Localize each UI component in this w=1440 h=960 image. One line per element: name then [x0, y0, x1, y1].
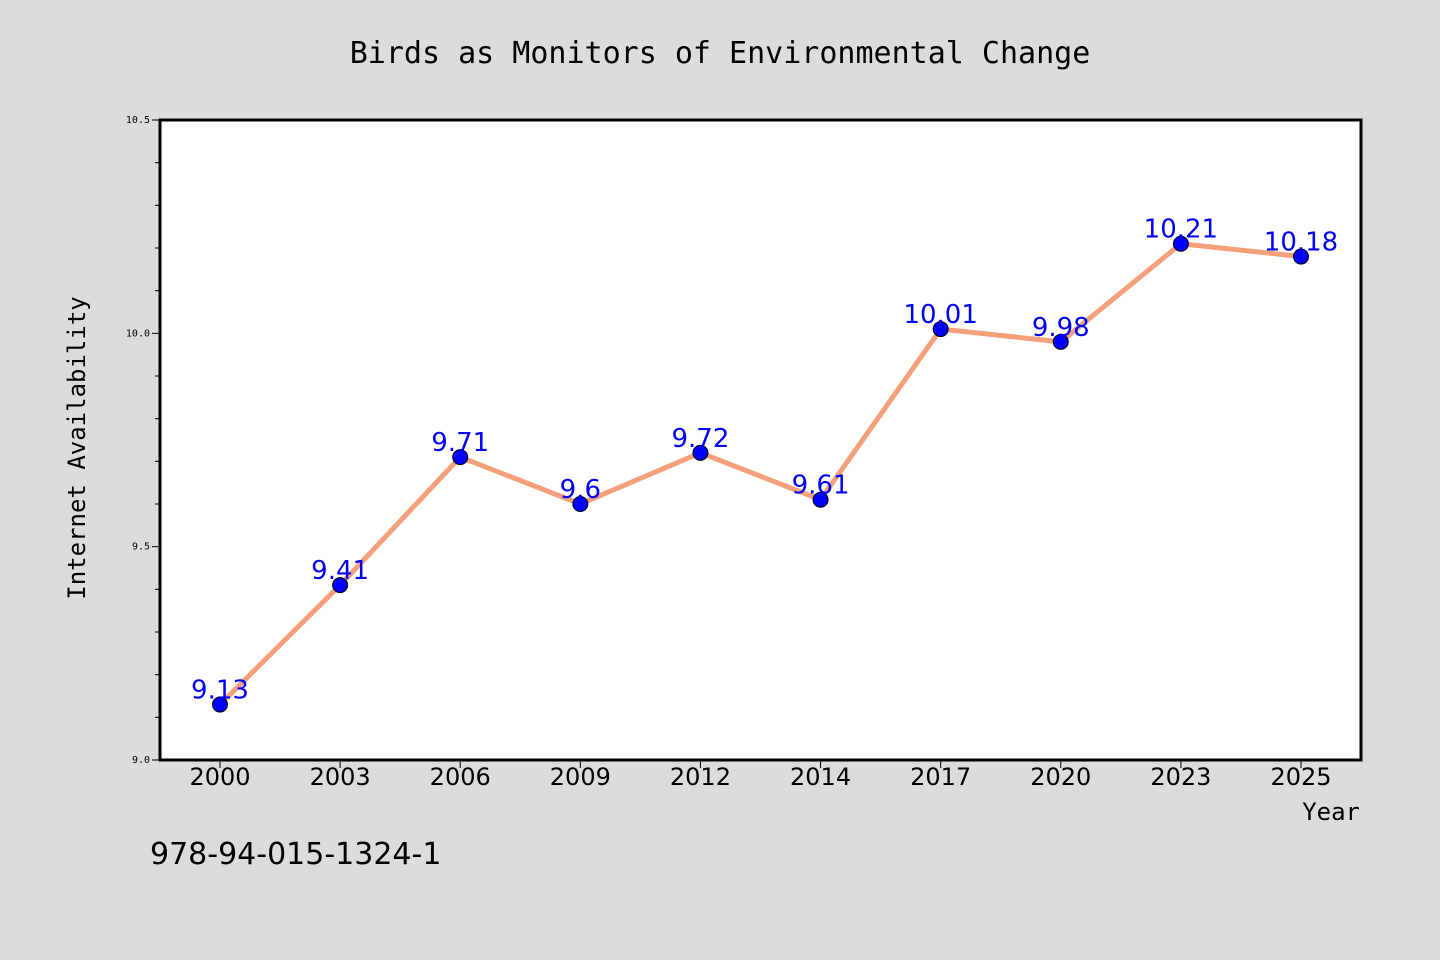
data-label: 10.21: [1144, 215, 1218, 245]
data-label: 9.13: [191, 676, 249, 706]
x-axis-label: Year: [1302, 798, 1360, 826]
plot-area: [158, 118, 1363, 762]
data-point: [452, 449, 469, 466]
x-tick-label: 2017: [910, 763, 971, 791]
data-label: 10.01: [903, 300, 977, 330]
y-tick-label: 10.5: [126, 115, 150, 126]
data-point: [332, 577, 349, 594]
series-markers: [212, 235, 1309, 713]
data-label: 9.61: [792, 471, 850, 501]
series-line: [218, 241, 1302, 707]
data-label: 10.18: [1264, 228, 1338, 258]
data-label: 9.72: [671, 424, 729, 454]
x-tick-label: 2023: [1150, 763, 1211, 791]
chart-title: Birds as Monitors of Environmental Chang…: [350, 36, 1091, 71]
data-point: [212, 696, 228, 713]
data-label: 9.71: [431, 428, 489, 458]
x-tick-label: 2009: [550, 763, 611, 791]
x-tick-label: 2003: [310, 763, 371, 791]
x-tick-label: 2014: [790, 763, 851, 791]
data-label: 9.98: [1032, 313, 1090, 343]
y-axis: 9.0 9.5 10.0 10.5: [126, 115, 160, 766]
x-tick-label: 2006: [430, 763, 491, 791]
data-label: 9.6: [560, 475, 601, 505]
x-tick-label: 2025: [1270, 763, 1331, 791]
data-point: [1172, 235, 1189, 252]
y-tick-label: 9.5: [132, 542, 150, 553]
data-label: 9.41: [311, 556, 369, 586]
data-point: [1293, 248, 1309, 265]
x-axis: 2000 2003 2006 2009 2012 2014 2017 2020 2023 2025: [189, 760, 1332, 791]
data-point: [572, 496, 589, 512]
data-point: [1052, 333, 1069, 350]
data-point: [812, 491, 829, 508]
x-tick-label: 2020: [1030, 763, 1091, 791]
data-point: [932, 321, 949, 338]
isbn-annotation: 978-94-015-1324-1: [150, 837, 441, 872]
x-tick-label: 2012: [670, 763, 731, 791]
data-labels: 9.13 9.41 9.71 9.6 9.72 9.61 10.01 9.98 10.21 10.…: [191, 215, 1338, 706]
y-axis-label: Internet Availability: [63, 296, 91, 599]
y-tick-label: 9.0: [132, 755, 150, 766]
x-tick-label: 2000: [189, 763, 250, 791]
data-point: [692, 444, 709, 461]
y-tick-label: 10.0: [126, 328, 150, 339]
